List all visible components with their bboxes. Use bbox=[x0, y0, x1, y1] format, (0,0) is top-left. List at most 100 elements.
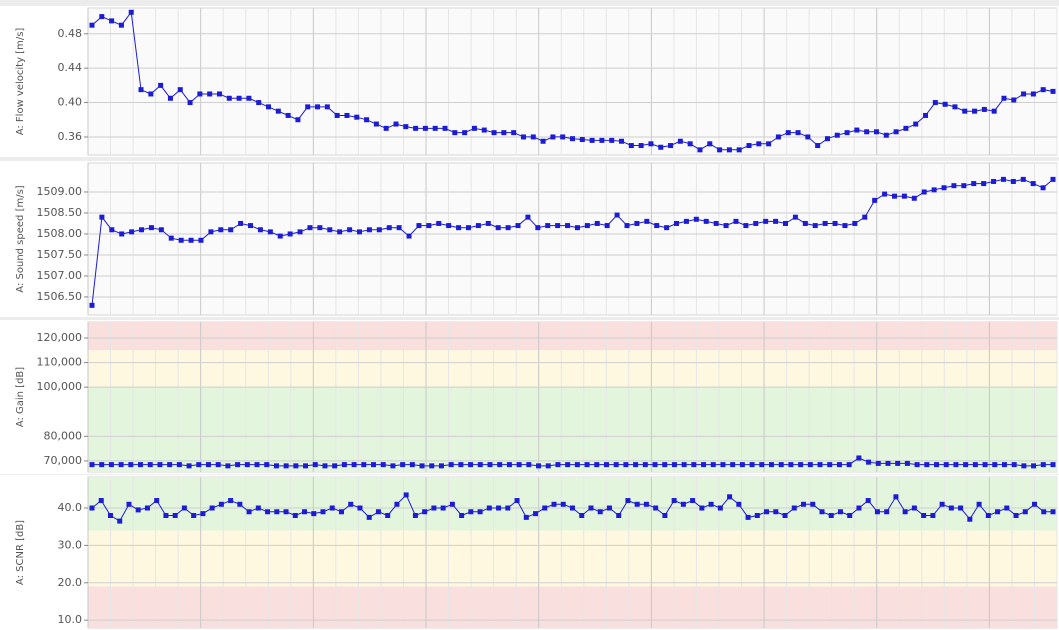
data-point bbox=[177, 87, 183, 93]
y-axis-title: A: Gain [dB] bbox=[15, 367, 26, 427]
data-point bbox=[426, 223, 432, 229]
data-point bbox=[985, 512, 991, 518]
data-point bbox=[703, 218, 709, 224]
series-line bbox=[92, 457, 1053, 467]
data-point bbox=[904, 460, 910, 466]
data-point bbox=[638, 143, 644, 149]
data-point bbox=[982, 462, 988, 468]
data-point bbox=[764, 509, 770, 515]
data-point bbox=[930, 512, 936, 518]
data-point bbox=[198, 237, 204, 243]
data-point bbox=[923, 112, 929, 118]
data-point bbox=[267, 229, 273, 235]
data-point bbox=[506, 462, 512, 468]
data-point bbox=[842, 223, 848, 229]
data-point bbox=[891, 193, 897, 199]
data-point bbox=[624, 223, 630, 229]
data-point bbox=[366, 227, 372, 233]
data-point bbox=[481, 127, 487, 133]
data-point bbox=[565, 462, 571, 468]
data-point bbox=[406, 233, 412, 239]
data-point bbox=[745, 514, 751, 520]
data-point bbox=[648, 141, 654, 147]
data-point bbox=[187, 100, 193, 106]
data-point bbox=[852, 220, 858, 226]
data-point bbox=[244, 462, 250, 468]
data-point bbox=[356, 229, 362, 235]
data-point bbox=[555, 223, 561, 229]
data-point bbox=[99, 462, 105, 468]
data-point bbox=[875, 460, 881, 466]
data-point bbox=[948, 505, 954, 511]
data-point bbox=[901, 193, 907, 199]
data-point bbox=[792, 214, 798, 220]
data-point bbox=[625, 498, 631, 504]
data-point bbox=[812, 223, 818, 229]
data-point bbox=[1030, 91, 1036, 97]
y-axis-title: A: SCNR [dB] bbox=[15, 520, 26, 585]
data-point bbox=[822, 220, 828, 226]
data-point bbox=[976, 501, 982, 507]
data-point bbox=[394, 501, 400, 507]
data-point bbox=[526, 462, 532, 468]
data-point bbox=[320, 509, 326, 515]
threshold-band bbox=[88, 530, 1057, 587]
data-point bbox=[788, 462, 794, 468]
data-point bbox=[178, 237, 184, 243]
y-tick-label: 1508.50 bbox=[37, 206, 83, 219]
data-point bbox=[681, 462, 687, 468]
data-point bbox=[720, 462, 726, 468]
data-point bbox=[565, 223, 571, 229]
data-point bbox=[238, 220, 244, 226]
data-point bbox=[1010, 178, 1016, 184]
data-point bbox=[236, 95, 242, 101]
data-point bbox=[334, 112, 340, 118]
data-point bbox=[683, 218, 689, 224]
data-point bbox=[385, 512, 391, 518]
data-point bbox=[505, 505, 511, 511]
data-point bbox=[594, 220, 600, 226]
data-point bbox=[371, 462, 377, 468]
data-point bbox=[246, 95, 252, 101]
data-point bbox=[311, 511, 317, 517]
plot-area bbox=[87, 162, 1058, 316]
data-point bbox=[338, 509, 344, 515]
data-point bbox=[584, 223, 590, 229]
data-point bbox=[795, 130, 801, 136]
data-point bbox=[218, 501, 224, 507]
data-point bbox=[736, 147, 742, 153]
data-point bbox=[995, 509, 1001, 515]
data-point bbox=[883, 132, 889, 138]
data-point bbox=[693, 216, 699, 222]
data-point bbox=[380, 462, 386, 468]
data-point bbox=[107, 512, 113, 518]
data-point bbox=[939, 501, 945, 507]
data-point bbox=[805, 134, 811, 140]
data-point bbox=[501, 130, 507, 136]
data-point bbox=[971, 181, 977, 187]
data-point bbox=[570, 505, 575, 511]
data-point bbox=[154, 498, 160, 504]
data-point bbox=[496, 505, 502, 511]
data-point bbox=[322, 463, 328, 469]
data-point bbox=[383, 125, 389, 131]
data-point bbox=[1050, 509, 1056, 515]
data-point bbox=[862, 214, 868, 220]
data-point bbox=[237, 501, 243, 507]
data-point bbox=[730, 462, 736, 468]
data-point bbox=[642, 462, 648, 468]
data-point bbox=[931, 187, 937, 193]
data-point bbox=[186, 463, 192, 469]
data-point bbox=[226, 95, 232, 101]
data-point bbox=[468, 509, 474, 515]
data-point bbox=[98, 498, 104, 504]
data-point bbox=[255, 505, 261, 511]
data-point bbox=[921, 189, 927, 195]
data-point bbox=[856, 505, 862, 511]
data-point bbox=[468, 462, 474, 468]
data-point bbox=[257, 227, 263, 233]
data-point bbox=[497, 462, 503, 468]
data-point bbox=[477, 462, 483, 468]
data-point bbox=[1050, 176, 1056, 182]
data-point bbox=[815, 143, 821, 149]
